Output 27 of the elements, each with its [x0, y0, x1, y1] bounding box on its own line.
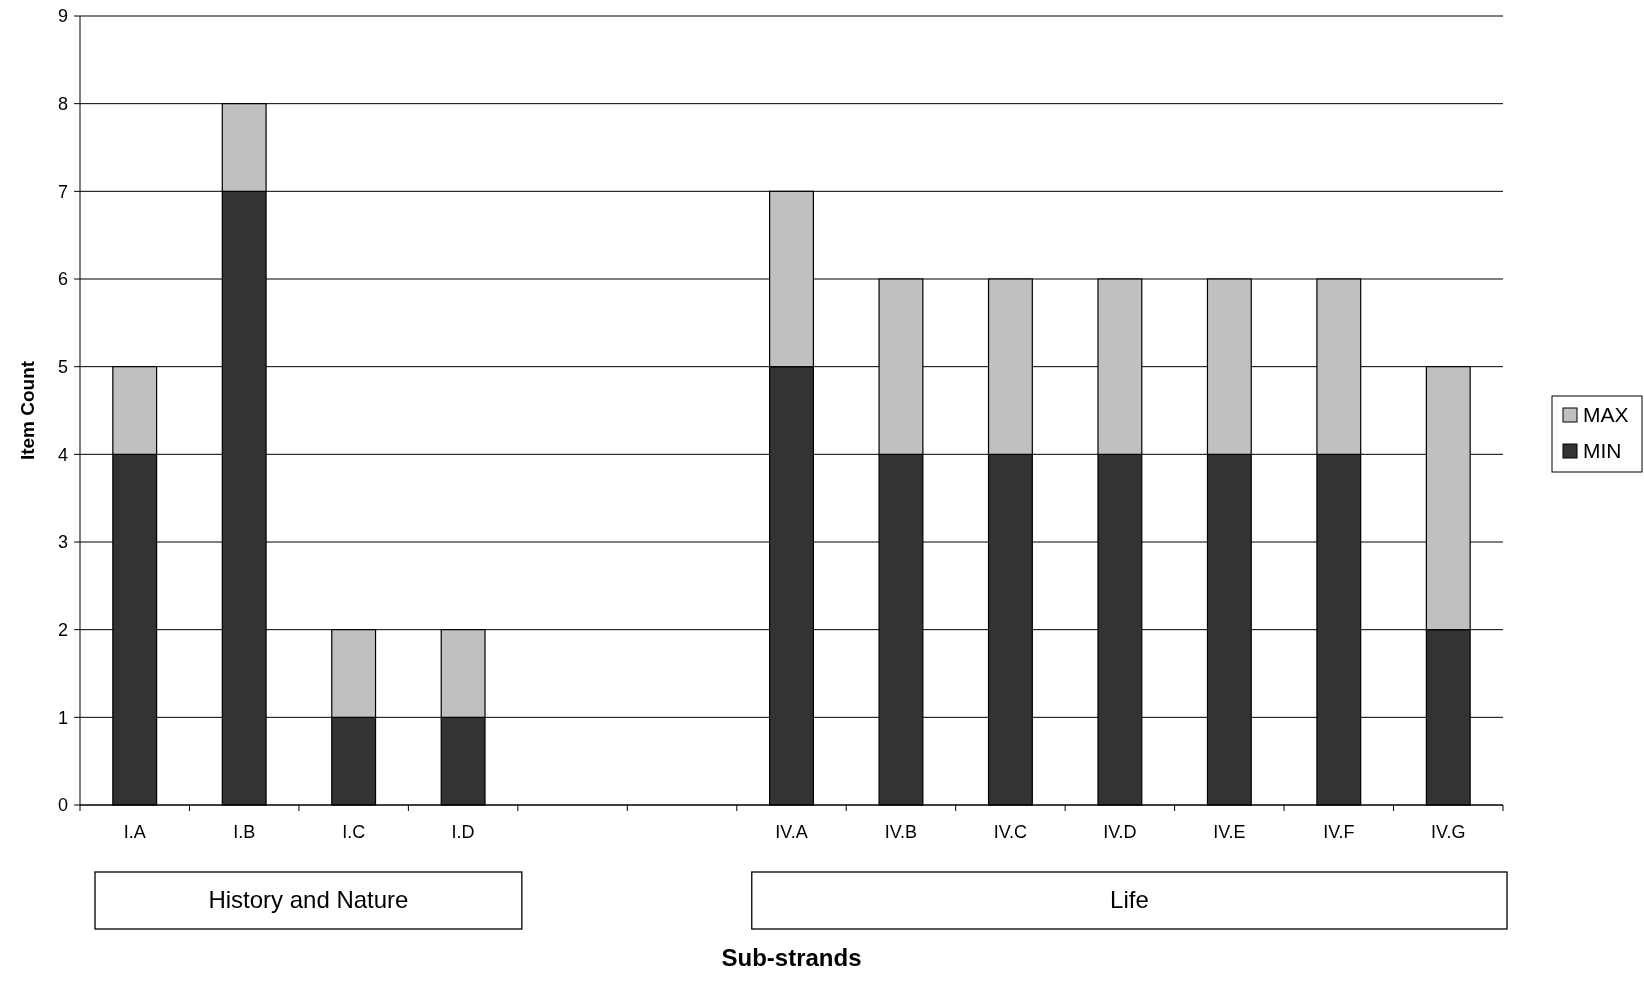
- y-tick-label: 8: [57, 93, 68, 114]
- text: History and Nature: [208, 886, 409, 914]
- text: Life: [1110, 886, 1149, 914]
- y-tick-label: 4: [57, 444, 68, 465]
- y-axis-title: Item Count: [17, 360, 38, 461]
- y-tick-label: 7: [57, 181, 68, 202]
- x-tick-label: IV.A: [775, 822, 808, 842]
- x-tick-label: I.B: [233, 822, 256, 842]
- x-tick-label: I.D: [451, 822, 475, 842]
- x-tick-label: IV.E: [1213, 822, 1246, 842]
- x-tick-label: I.A: [123, 822, 146, 842]
- y-tick-label: 2: [57, 619, 68, 640]
- y-tick-label: 5: [57, 356, 68, 377]
- x-tick-label: I.C: [342, 822, 366, 842]
- x-tick-label: IV.G: [1431, 822, 1466, 842]
- legend-label: MIN: [1583, 439, 1622, 463]
- x-tick-label: IV.F: [1323, 822, 1355, 842]
- x-tick-label: IV.C: [993, 822, 1028, 842]
- y-tick-label: 3: [57, 532, 68, 553]
- y-tick-label: 1: [57, 707, 68, 728]
- x-axis-title: Sub-strands: [721, 944, 862, 971]
- legend-label: MAX: [1583, 403, 1629, 427]
- y-tick-label: 9: [57, 6, 68, 27]
- x-tick-label: IV.D: [1103, 822, 1137, 842]
- y-tick-label: 6: [57, 269, 68, 290]
- y-tick-label: 0: [57, 795, 68, 816]
- x-tick-label: IV.B: [884, 822, 918, 842]
